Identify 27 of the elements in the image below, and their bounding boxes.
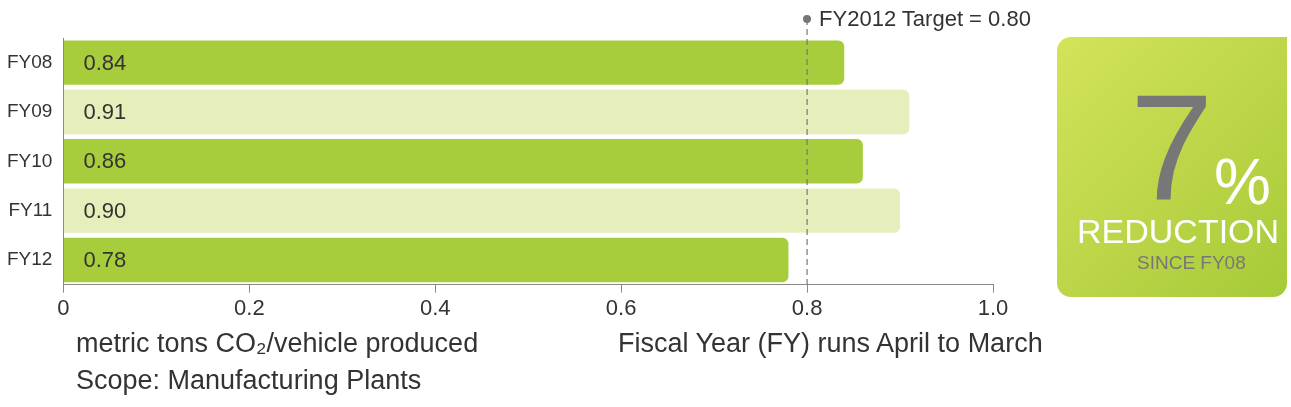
- y-tick-label: FY12: [6, 248, 53, 270]
- bar: [63, 139, 863, 184]
- data-label: 0.91: [83, 99, 127, 125]
- data-label: 0.86: [83, 148, 127, 174]
- bar: [63, 237, 789, 283]
- x-tick-label: 0.4: [419, 294, 451, 320]
- x-tick-label: 0: [57, 294, 70, 320]
- x-tick-label: 1.0: [977, 294, 1009, 320]
- x-tick-label: 0.2: [234, 294, 265, 320]
- x-axis-title: metric tons CO₂/vehicle produced: [76, 328, 479, 358]
- y-tick-label: FY11: [8, 198, 53, 220]
- bar: [63, 40, 845, 85]
- x-tick-label: 0.8: [791, 294, 823, 320]
- text: %: [1214, 146, 1271, 218]
- text: Scope: Manufacturing Plants: [76, 365, 422, 395]
- data-label: 0.90: [83, 197, 127, 223]
- data-label: 0.78: [83, 247, 127, 272]
- bar: [63, 188, 901, 233]
- text: SINCE FY08: [1137, 252, 1246, 273]
- x-tick-label: 0.6: [605, 294, 637, 320]
- data-label: 0.84: [83, 49, 127, 75]
- text: Fiscal Year (FY) runs April to March: [618, 328, 1043, 358]
- y-tick-label: FY08: [6, 50, 53, 72]
- ref-line-label: FY2012 Target = 0.80: [819, 6, 1031, 32]
- y-tick-label: FY09: [6, 100, 53, 122]
- y-tick-label: FY10: [6, 149, 53, 171]
- bar: [63, 89, 910, 135]
